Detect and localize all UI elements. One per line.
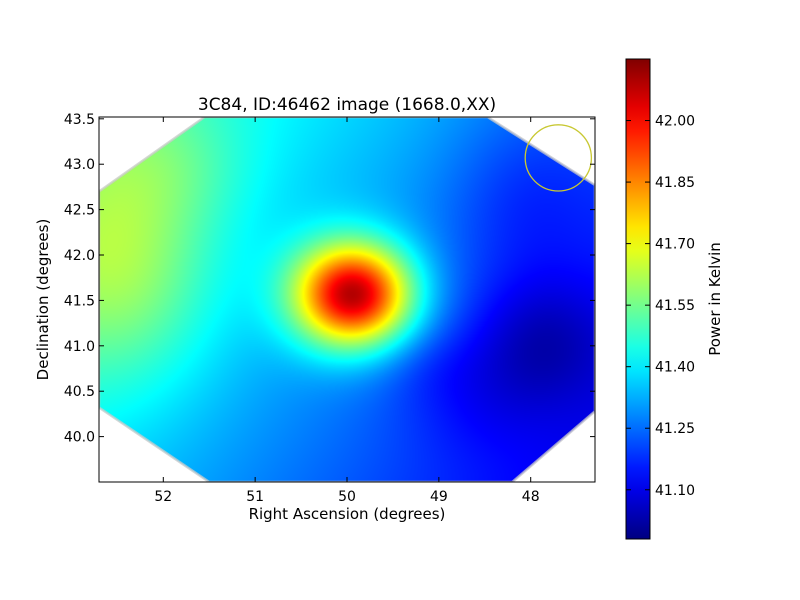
y-tick-label: 41.0 <box>64 339 95 355</box>
y-tick-label: 40.0 <box>64 430 95 446</box>
colorbar-ticks: 41.10 41.25 41.40 41.55 41.70 41.85 42.00 <box>626 114 695 499</box>
y-tick-label: 43.5 <box>64 112 95 128</box>
colorbar-tick-label: 42.00 <box>655 114 695 130</box>
beam-marker-circle <box>524 124 593 192</box>
x-tick-label: 49 <box>430 489 448 505</box>
x-axis-label: Right Ascension (degrees) <box>249 505 446 523</box>
colorbar-gradient <box>625 58 651 540</box>
y-axis-ticks: 40.0 40.5 41.0 41.5 42.0 42.5 43.0 43.5 <box>64 112 595 446</box>
y-tick-label: 40.5 <box>64 384 95 400</box>
colorbar-tick-label: 41.25 <box>655 421 695 437</box>
y-tick-label: 41.5 <box>64 293 95 309</box>
x-tick-label: 52 <box>154 489 172 505</box>
footprint-edge <box>99 117 595 482</box>
colorbar-tick-label: 41.70 <box>655 237 695 253</box>
colorbar-tick-label: 41.85 <box>655 175 695 191</box>
x-tick-label: 51 <box>246 489 264 505</box>
heatmap-raster <box>99 117 595 482</box>
colorbar-tick-label: 41.10 <box>655 483 695 499</box>
heatmap-image <box>99 117 595 482</box>
colorbar: 41.10 41.25 41.40 41.55 41.70 41.85 42.00 Powe… <box>625 58 724 540</box>
y-tick-label: 42.0 <box>64 248 95 264</box>
y-axis-label: Declination (degrees) <box>34 219 52 381</box>
colorbar-tick-label: 41.55 <box>655 298 695 314</box>
x-axis-ticks: 52 51 50 49 48 <box>154 117 540 505</box>
x-tick-label: 48 <box>522 489 540 505</box>
colorbar-label: Power in Kelvin <box>706 242 724 356</box>
beam-marker-layer <box>524 124 593 192</box>
x-tick-label: 50 <box>338 489 356 505</box>
y-tick-label: 42.5 <box>64 203 95 219</box>
chart-title: 3C84, ID:46462 image (1668.0,XX) <box>198 95 496 115</box>
colorbar-tick-label: 41.40 <box>655 360 695 376</box>
y-tick-label: 43.0 <box>64 157 95 173</box>
